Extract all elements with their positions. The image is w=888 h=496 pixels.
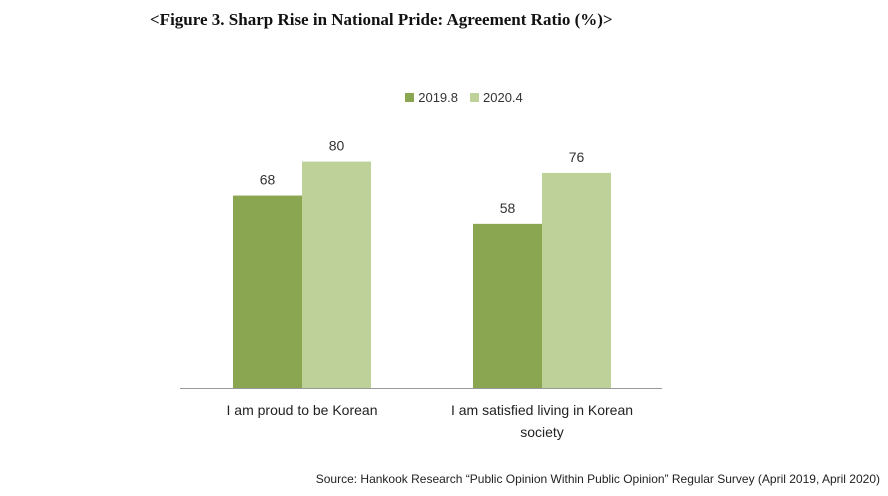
legend-label-2020: 2020.4 (483, 90, 523, 105)
bar-2019-2 (473, 223, 542, 388)
category-label-2-line-1: I am satisfied living in Korean (451, 402, 633, 418)
data-label-2020-1: 80 (329, 138, 345, 154)
data-label-2019-1: 68 (260, 172, 276, 188)
legend-swatch-2020 (470, 93, 479, 102)
category-label-1: I am proud to be Korean (227, 402, 378, 418)
data-label-2020-2: 76 (569, 149, 585, 165)
data-label-2019-2: 58 (500, 200, 516, 216)
source-note: Source: Hankook Research “Public Opinion… (315, 472, 880, 486)
legend-item-2020: 2020.4 (470, 90, 523, 105)
bar-2019-1 (233, 195, 302, 388)
category-label-2-line-2: society (520, 424, 564, 440)
chart-title: <Figure 3. Sharp Rise in National Pride:… (150, 10, 613, 29)
legend-item-2019: 2019.8 (365, 90, 458, 105)
legend-label-2019: 2019.8 (418, 90, 458, 105)
bar-2020-1 (302, 161, 371, 388)
bar-2020-2 (542, 172, 611, 388)
legend: 2019.8 2020.4 (0, 90, 888, 105)
legend-swatch-2019 (405, 93, 415, 102)
